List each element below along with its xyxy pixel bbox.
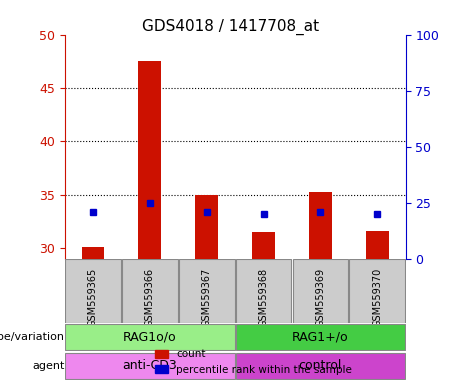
FancyBboxPatch shape: [65, 324, 235, 350]
Text: GSM559368: GSM559368: [259, 268, 269, 327]
Bar: [138, 61, 161, 258]
FancyBboxPatch shape: [293, 258, 348, 323]
Text: GSM559367: GSM559367: [201, 268, 212, 328]
Text: GSM559369: GSM559369: [315, 268, 325, 327]
FancyBboxPatch shape: [179, 258, 235, 323]
Text: RAG1+/o: RAG1+/o: [292, 331, 349, 343]
Bar: [195, 195, 218, 258]
FancyBboxPatch shape: [122, 258, 177, 323]
FancyBboxPatch shape: [349, 258, 405, 323]
Legend: count, percentile rank within the sample: count, percentile rank within the sample: [151, 345, 356, 379]
Bar: [366, 231, 389, 258]
Text: GDS4018 / 1417708_at: GDS4018 / 1417708_at: [142, 19, 319, 35]
Bar: [82, 247, 104, 258]
Text: agent: agent: [32, 361, 65, 371]
Text: genotype/variation: genotype/variation: [0, 332, 65, 342]
Text: anti-CD3: anti-CD3: [123, 359, 177, 372]
Text: GSM559366: GSM559366: [145, 268, 155, 327]
FancyBboxPatch shape: [65, 258, 121, 323]
Text: control: control: [299, 359, 342, 372]
Text: RAG1o/o: RAG1o/o: [123, 331, 177, 343]
Bar: [252, 232, 275, 258]
Text: GSM559365: GSM559365: [88, 268, 98, 328]
FancyBboxPatch shape: [65, 353, 235, 379]
Bar: [309, 192, 332, 258]
FancyBboxPatch shape: [236, 324, 405, 350]
FancyBboxPatch shape: [236, 353, 405, 379]
FancyBboxPatch shape: [236, 258, 291, 323]
Text: GSM559370: GSM559370: [372, 268, 382, 328]
